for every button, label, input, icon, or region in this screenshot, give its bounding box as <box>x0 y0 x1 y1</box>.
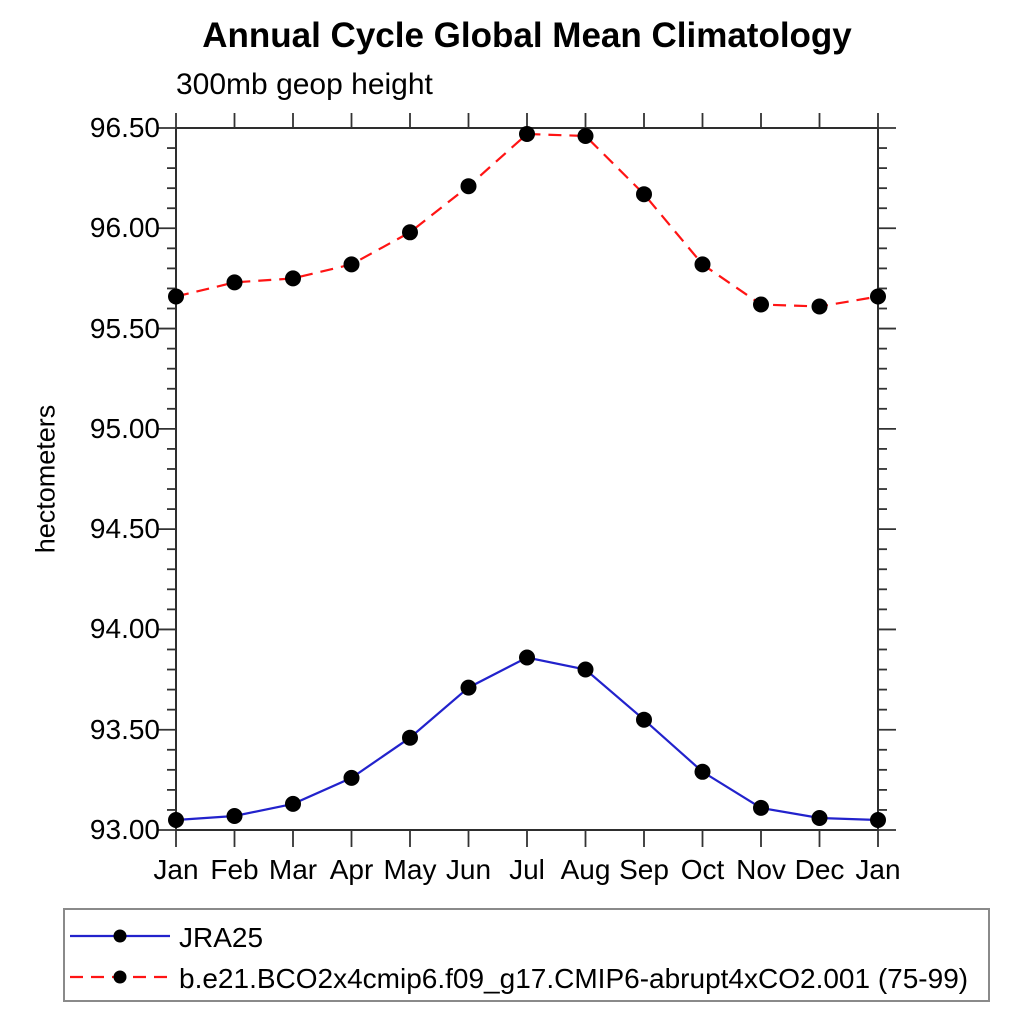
series-line-1 <box>175 132 879 308</box>
data-point-marker <box>168 288 184 305</box>
data-point-marker <box>870 288 886 305</box>
x-tick-label: Jun <box>445 854 492 885</box>
data-point-marker <box>577 661 594 678</box>
data-point-marker <box>402 224 418 241</box>
x-tick-label: May <box>383 854 437 885</box>
y-tick-label: 96.00 <box>89 212 160 244</box>
data-point-marker <box>402 729 418 746</box>
chart-subtitle: 300mb geop height <box>176 68 433 101</box>
y-tick-label: 95.50 <box>89 312 160 344</box>
x-tick-label: Feb <box>210 854 259 885</box>
x-tick-label: Jul <box>509 854 545 885</box>
axis-frame <box>175 127 879 831</box>
legend-entry-model-run: b.e21.BCO2x4cmip6.f09_g17.CMIP6-abrupt4x… <box>179 963 969 994</box>
data-point-marker <box>694 256 711 273</box>
x-tick-label: Dec <box>794 854 845 885</box>
data-point-marker <box>343 256 360 273</box>
x-tick-label: Aug <box>560 854 611 885</box>
legend-entry-jra25: JRA25 <box>179 922 264 953</box>
data-point-marker <box>226 274 243 291</box>
x-tick-label: Mar <box>268 854 318 885</box>
series-line-0 <box>175 656 879 822</box>
x-tick-label: Jan <box>153 854 199 885</box>
data-point-marker <box>168 812 184 828</box>
data-point-marker <box>343 769 360 786</box>
data-point-marker <box>285 795 301 812</box>
x-tick-label: Oct <box>680 854 725 885</box>
data-point-marker <box>753 296 769 313</box>
x-tick-label: Sep <box>619 854 669 885</box>
x-tick-label: Apr <box>329 854 374 885</box>
data-point-marker <box>870 812 886 828</box>
data-point-marker <box>577 128 594 144</box>
x-tick-label: Jan <box>855 854 901 885</box>
y-tick-label: 94.00 <box>89 613 160 645</box>
legend-swatch-marker-0 <box>113 929 127 943</box>
y-tick-label: 95.00 <box>89 412 160 444</box>
data-point-marker <box>753 799 769 816</box>
legend-swatch-marker-1 <box>113 970 127 984</box>
data-point-marker <box>811 298 828 315</box>
data-point-marker <box>636 711 652 728</box>
y-tick-label: 93.00 <box>89 814 160 845</box>
chart-title: Annual Cycle Global Mean Climatology <box>202 16 852 55</box>
data-point-marker <box>811 810 828 826</box>
data-point-marker <box>285 270 301 287</box>
data-point-marker <box>694 763 711 780</box>
y-tick-label: 96.50 <box>89 112 160 143</box>
data-point-marker <box>460 178 477 195</box>
y-tick-label: 93.50 <box>89 713 160 745</box>
data-point-marker <box>636 186 652 203</box>
x-tick-label: Nov <box>736 854 786 885</box>
legend-box: JRA25 b.e21.BCO2x4cmip6.f09_g17.CMIP6-ab… <box>63 908 990 1002</box>
data-point-marker <box>519 649 535 666</box>
data-point-marker <box>226 808 243 824</box>
data-point-marker <box>519 126 535 142</box>
y-tick-label: 94.50 <box>89 513 160 545</box>
data-point-marker <box>460 679 477 696</box>
